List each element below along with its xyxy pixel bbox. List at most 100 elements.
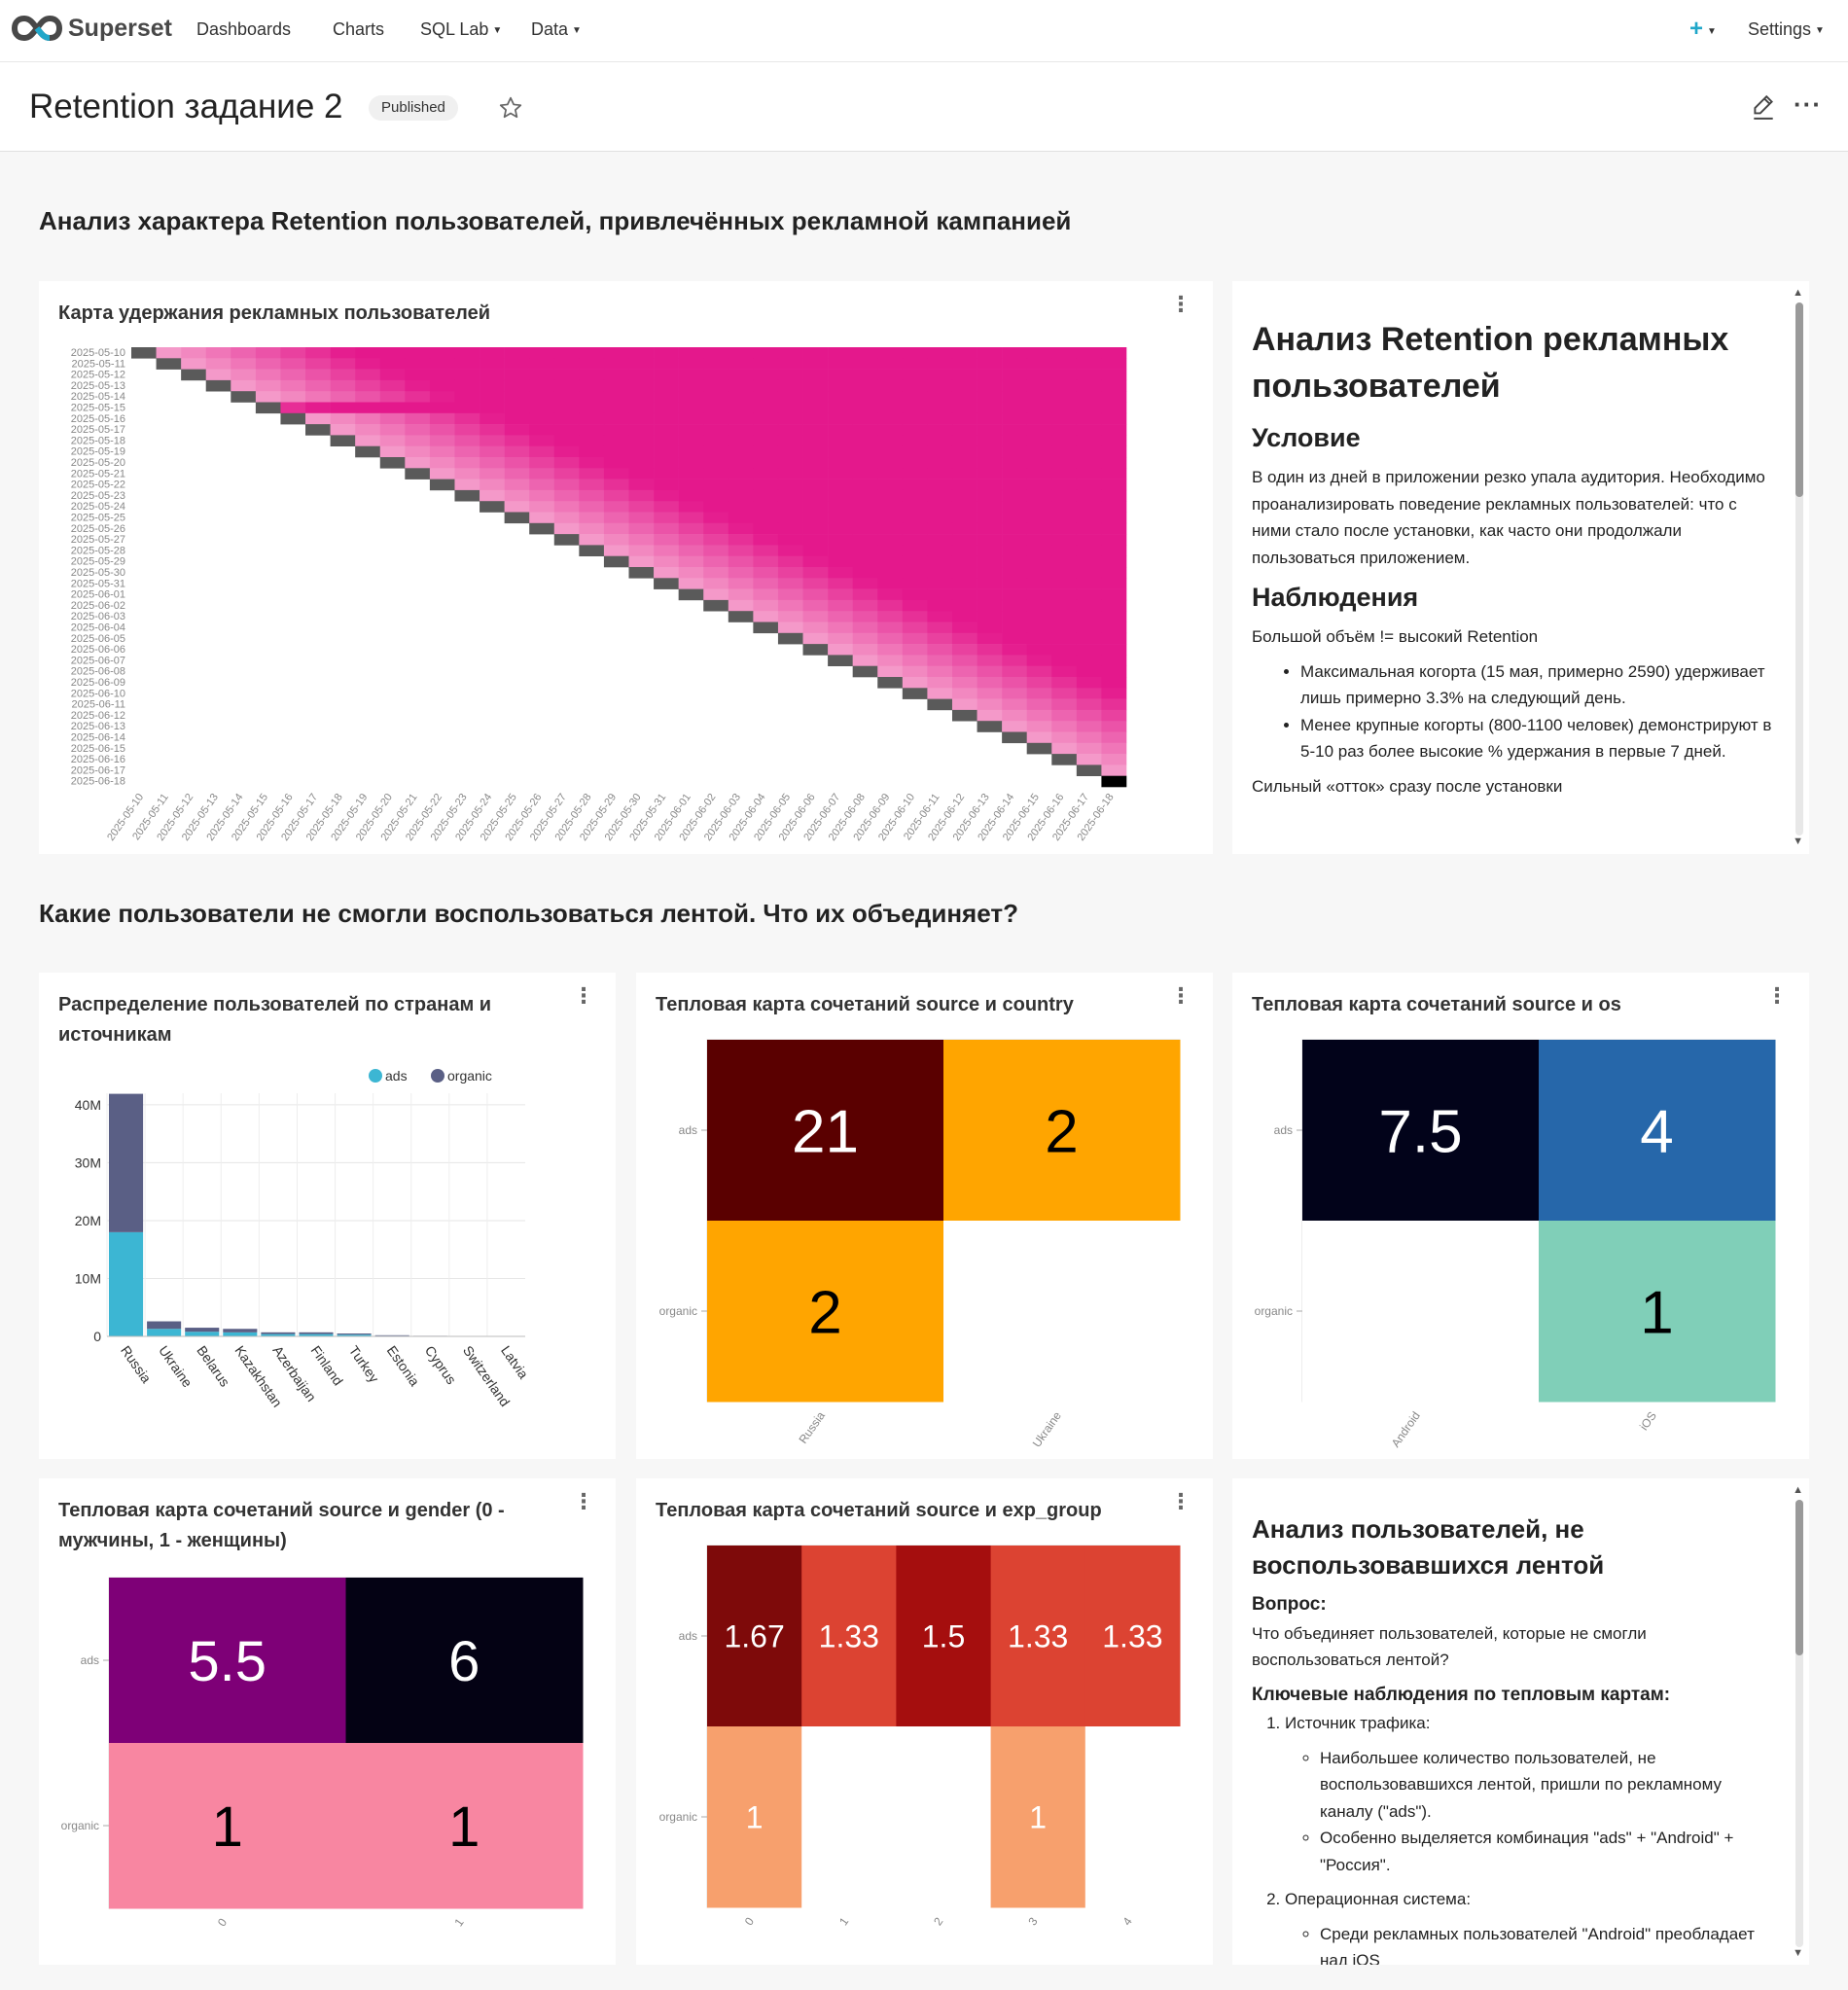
heatmap-cell[interactable]	[777, 588, 803, 601]
heatmap-cell[interactable]	[802, 479, 829, 491]
heatmap-cell[interactable]	[579, 501, 605, 513]
heatmap-cell[interactable]	[628, 347, 655, 359]
heatmap-cell[interactable]	[943, 1040, 1181, 1222]
nav-sql-lab[interactable]: SQL Lab ▼	[420, 19, 502, 40]
heatmap-cell[interactable]	[1076, 501, 1102, 513]
heatmap-cell[interactable]	[1026, 677, 1052, 689]
heatmap-cell[interactable]	[777, 611, 803, 622]
heatmap-cell[interactable]	[280, 412, 306, 425]
heatmap-cell[interactable]	[654, 512, 679, 524]
heatmap-cell[interactable]	[529, 379, 555, 392]
heatmap-cell[interactable]	[355, 424, 381, 436]
heatmap-cell[interactable]	[1051, 721, 1078, 732]
heatmap-cell[interactable]	[429, 457, 455, 469]
heatmap-cell[interactable]	[1051, 709, 1078, 722]
heatmap-cell[interactable]	[951, 588, 977, 601]
heatmap-cell[interactable]	[828, 578, 853, 589]
heatmap-cell[interactable]	[553, 468, 580, 480]
heatmap-cell[interactable]	[579, 391, 605, 403]
heatmap-cell[interactable]	[1026, 555, 1052, 568]
heatmap-cell[interactable]	[654, 391, 679, 403]
heatmap-cell[interactable]	[951, 445, 977, 458]
heatmap-cell[interactable]	[927, 369, 953, 381]
heatmap-cell[interactable]	[603, 391, 629, 403]
heatmap-cell[interactable]	[828, 424, 853, 436]
heatmap-cell[interactable]	[379, 435, 406, 446]
heatmap-cell[interactable]	[977, 489, 1003, 502]
heatmap-cell[interactable]	[1101, 721, 1127, 732]
heatmap-cell[interactable]	[529, 424, 555, 436]
heatmap-cell[interactable]	[902, 369, 928, 381]
heatmap-cell[interactable]	[951, 534, 977, 546]
heatmap-cell[interactable]	[703, 424, 729, 436]
heatmap-cell[interactable]	[504, 489, 530, 502]
heatmap-cell[interactable]	[1026, 578, 1052, 589]
heatmap-cell[interactable]	[828, 347, 853, 359]
heatmap-cell[interactable]	[1101, 588, 1127, 601]
heatmap-cell[interactable]	[1026, 512, 1052, 524]
heatmap-cell[interactable]	[1076, 688, 1102, 699]
heatmap-cell[interactable]	[1076, 424, 1102, 436]
heatmap-cell[interactable]	[454, 347, 480, 359]
heatmap-cell[interactable]	[1101, 445, 1127, 458]
heatmap-cell[interactable]	[504, 435, 530, 446]
heatmap-cell[interactable]	[852, 358, 878, 370]
heatmap-cell[interactable]	[1101, 622, 1127, 634]
heatmap-cell[interactable]	[379, 457, 406, 469]
heatmap-cell[interactable]	[802, 435, 829, 446]
heatmap-cell[interactable]	[728, 369, 754, 381]
heatmap-cell[interactable]	[579, 457, 605, 469]
heatmap-cell[interactable]	[728, 457, 754, 469]
heatmap-cell[interactable]	[628, 512, 655, 524]
heatmap-cell[interactable]	[553, 358, 580, 370]
heatmap-cell[interactable]	[603, 512, 629, 524]
heatmap-cell[interactable]	[1026, 599, 1052, 612]
heatmap-cell[interactable]	[1026, 358, 1052, 370]
heatmap-cell[interactable]	[405, 435, 431, 446]
heatmap-cell[interactable]	[1101, 512, 1127, 524]
heatmap-cell[interactable]	[802, 402, 829, 414]
heatmap-cell[interactable]	[877, 501, 904, 513]
heatmap-cell[interactable]	[877, 391, 904, 403]
heatmap-cell[interactable]	[628, 379, 655, 392]
heatmap-cell[interactable]	[603, 424, 629, 436]
heatmap-cell[interactable]	[355, 445, 381, 458]
heatmap-cell[interactable]	[828, 522, 853, 535]
heatmap-cell[interactable]	[405, 369, 431, 381]
heatmap-cell[interactable]	[802, 424, 829, 436]
heatmap-cell[interactable]	[1051, 445, 1078, 458]
heatmap-cell[interactable]	[504, 402, 530, 414]
heatmap-cell[interactable]	[1026, 479, 1052, 491]
heatmap-cell[interactable]	[802, 632, 829, 645]
heatmap-cell[interactable]	[1051, 468, 1078, 480]
superset-logo[interactable]: Superset	[12, 14, 172, 43]
heatmap-cell[interactable]	[927, 688, 953, 699]
legend-swatch-organic[interactable]	[431, 1069, 444, 1083]
heatmap-cell[interactable]	[553, 369, 580, 381]
heatmap-cell[interactable]	[927, 698, 953, 711]
heatmap-cell[interactable]	[654, 468, 679, 480]
heatmap-cell[interactable]	[678, 534, 704, 546]
heatmap-cell[interactable]	[654, 479, 679, 491]
heatmap-cell[interactable]	[951, 424, 977, 436]
heatmap-cell[interactable]	[654, 369, 679, 381]
heatmap-cell[interactable]	[753, 435, 779, 446]
heatmap-cell[interactable]	[777, 369, 803, 381]
heatmap-cell[interactable]	[654, 435, 679, 446]
heatmap-cell[interactable]	[852, 545, 878, 556]
heatmap-cell[interactable]	[927, 379, 953, 392]
heatmap-cell[interactable]	[1002, 512, 1028, 524]
heatmap-cell[interactable]	[504, 445, 530, 458]
nav-dashboards[interactable]: Dashboards	[196, 19, 292, 39]
heatmap-cell[interactable]	[1084, 1726, 1181, 1908]
heatmap-cell[interactable]	[1051, 391, 1078, 403]
heatmap-cell[interactable]	[1051, 479, 1078, 491]
heatmap-cell[interactable]	[654, 379, 679, 392]
heatmap-cell[interactable]	[1026, 611, 1052, 622]
heatmap-cell[interactable]	[707, 1726, 802, 1908]
heatmap-cell[interactable]	[852, 622, 878, 634]
heatmap-cell[interactable]	[1002, 522, 1028, 535]
heatmap-cell[interactable]	[305, 358, 331, 370]
heatmap-cell[interactable]	[802, 445, 829, 458]
heatmap-cell[interactable]	[1002, 567, 1028, 579]
